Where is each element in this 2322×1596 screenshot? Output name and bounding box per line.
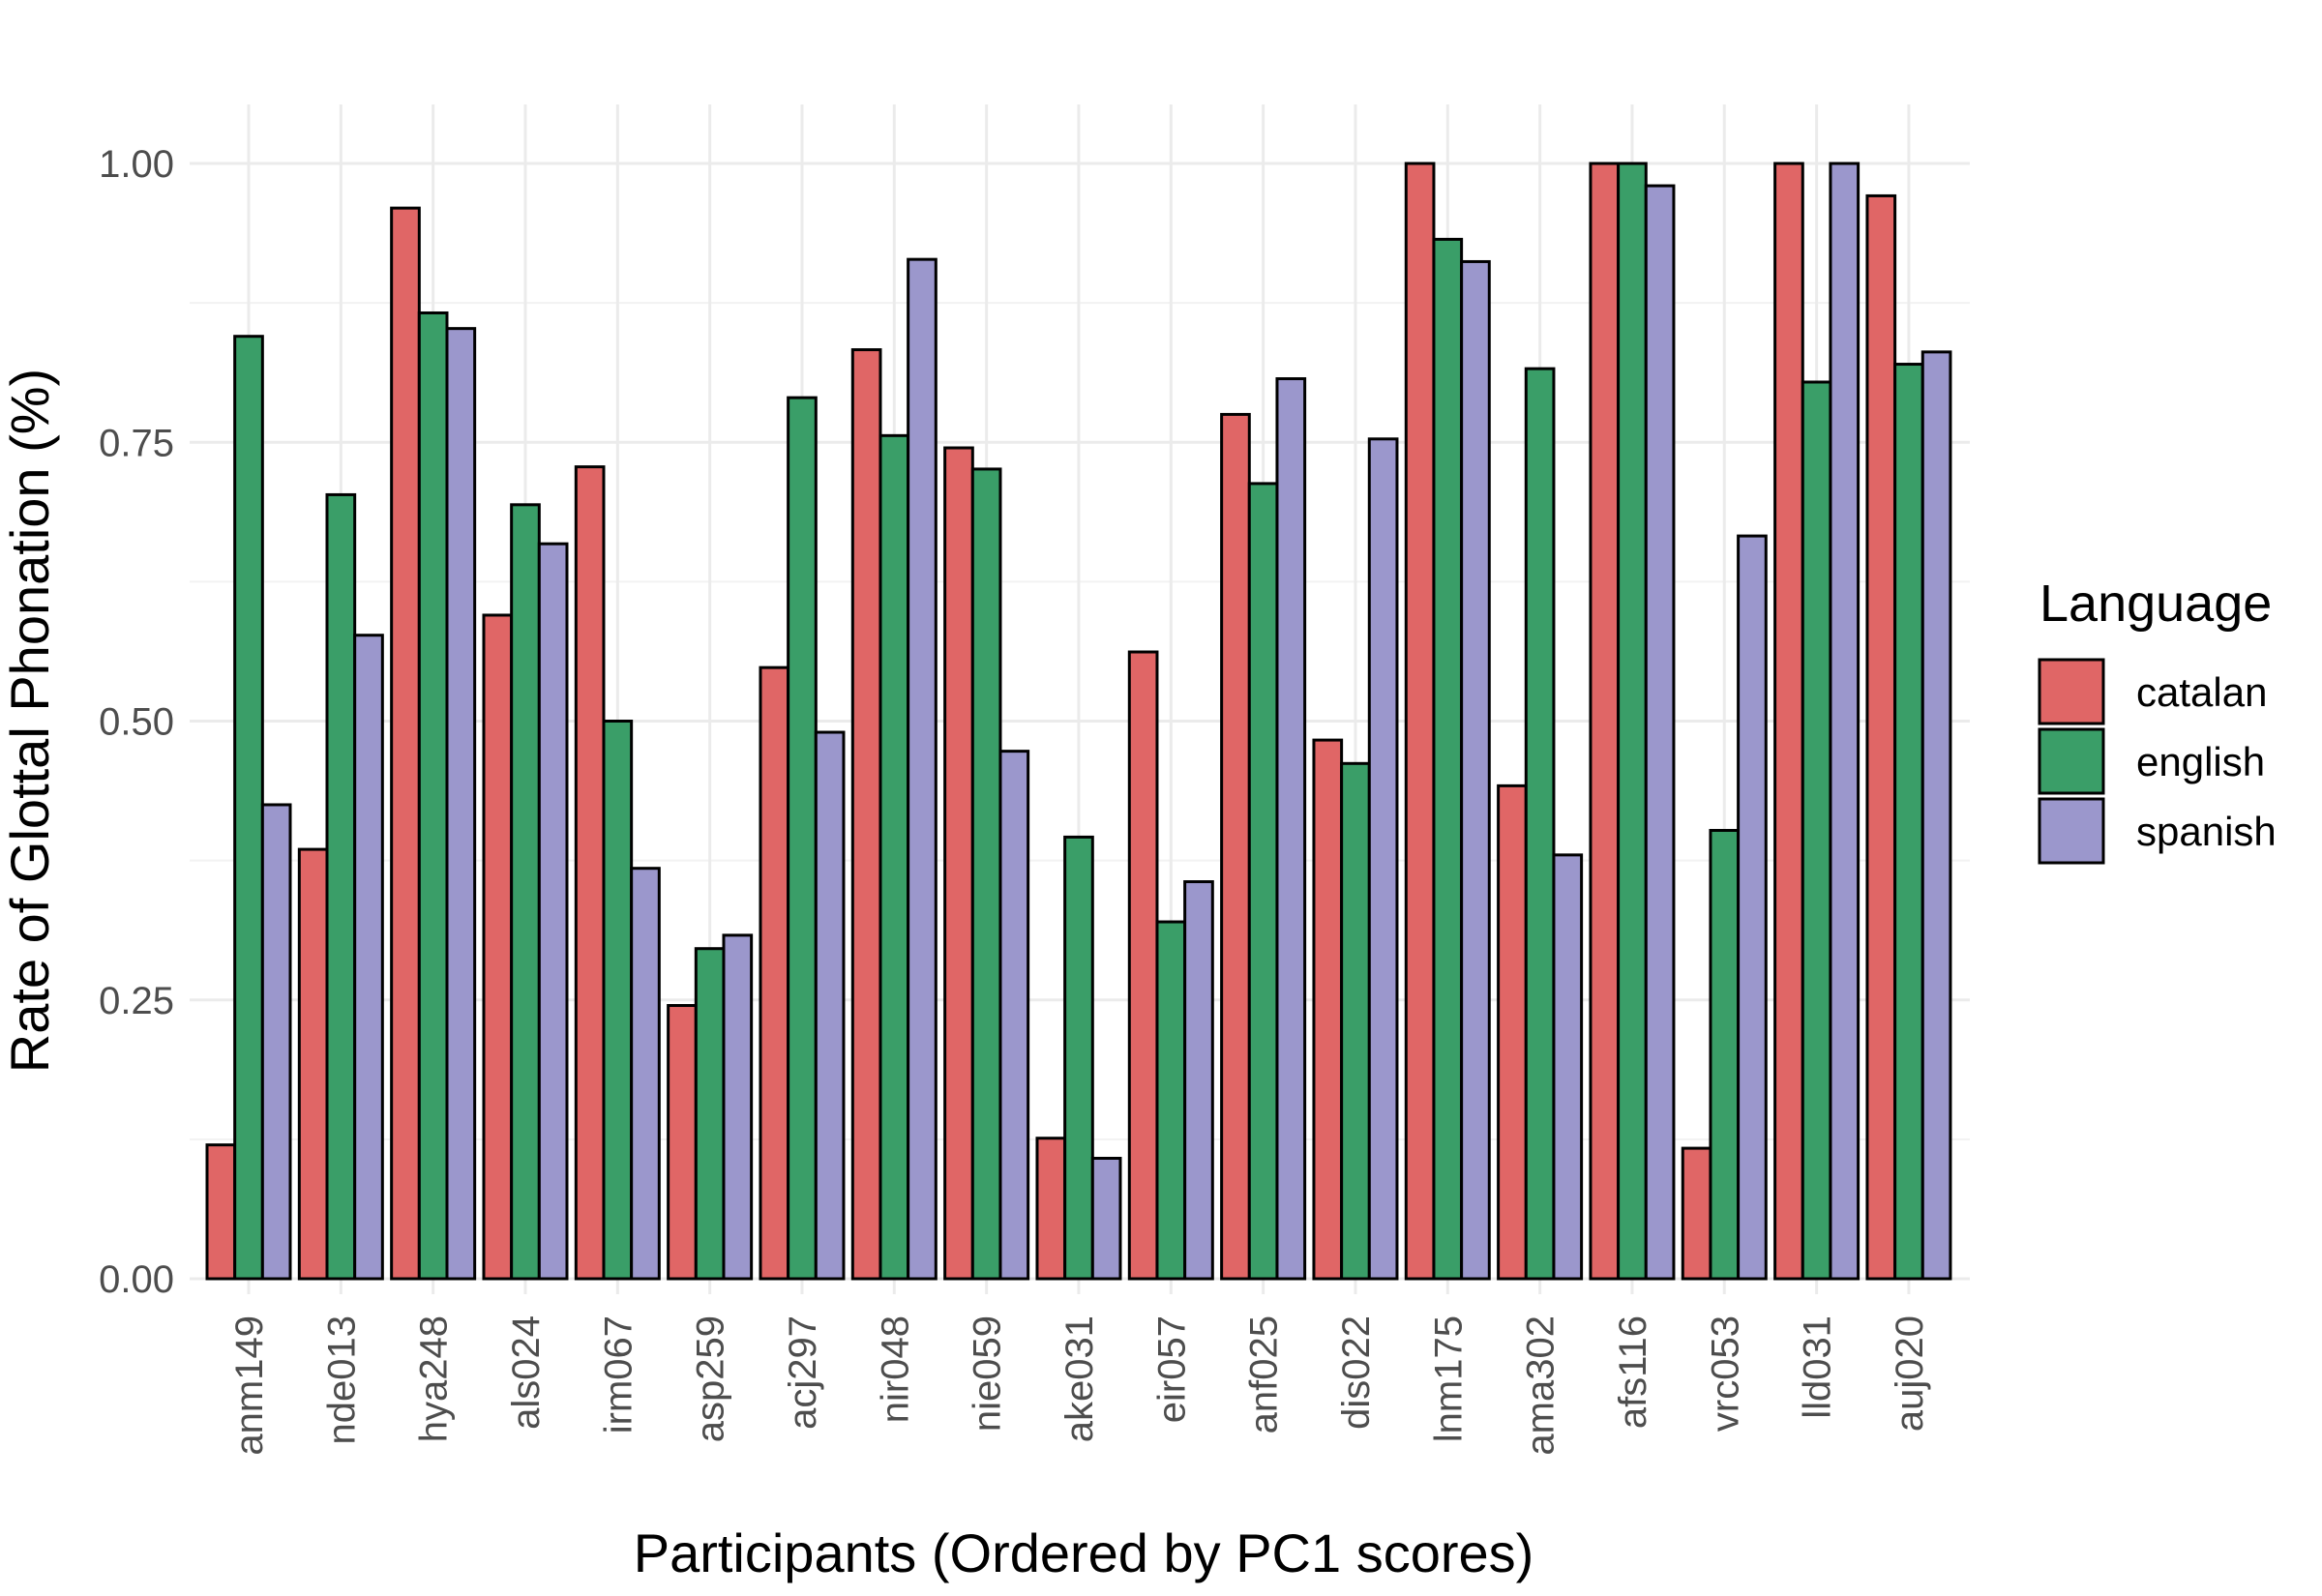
x-tick-label: lnm175: [1427, 1315, 1470, 1442]
bar-catalan-irm067: [574, 465, 606, 1281]
legend-label-english: english: [2136, 739, 2265, 784]
x-tick-label: nir048: [874, 1315, 916, 1423]
bar-english-vrc053: [1709, 828, 1741, 1281]
legend-label-catalan: catalan: [2136, 669, 2267, 715]
bar-spanish-eir057: [1183, 880, 1214, 1281]
bar-english-eir057: [1155, 920, 1187, 1281]
x-axis-title: Participants (Ordered by PC1 scores): [634, 1522, 1534, 1583]
bar-spanish-als024: [537, 542, 569, 1281]
legend-key-spanish: [2038, 797, 2105, 865]
bar-catalan-ake031: [1035, 1137, 1067, 1281]
x-axis-ticks: anm149 nde013 hya248 als024 irm067 asp259 acj2…: [228, 1315, 1931, 1456]
x-tick-label: nie059: [967, 1315, 1009, 1432]
y-axis-title: Rate of Glottal Phonation (%): [0, 369, 60, 1073]
bars: [205, 162, 1952, 1281]
y-axis-ticks: 0.00 0.25 0.50 0.75 1.00: [99, 143, 174, 1301]
bar-english-nde013: [325, 492, 357, 1281]
x-tick-label: auj020: [1889, 1315, 1931, 1432]
bar-spanish-irm067: [630, 867, 661, 1281]
bar-catalan-acj297: [759, 665, 790, 1281]
bar-catalan-asp259: [667, 1004, 698, 1281]
bar-spanish-ake031: [1090, 1156, 1122, 1281]
bar-catalan-anm149: [205, 1143, 237, 1281]
bar-spanish-auj020: [1920, 350, 1952, 1281]
x-tick-label: ake031: [1058, 1315, 1101, 1442]
legend-key-catalan: [2038, 658, 2105, 725]
y-tick-label: 0.75: [99, 422, 174, 464]
x-tick-label: hya248: [413, 1315, 456, 1442]
bar-spanish-vrc053: [1737, 534, 1768, 1281]
y-tick-label: 0.25: [99, 980, 174, 1022]
bar-catalan-auj020: [1865, 193, 1897, 1281]
bar-catalan-afs116: [1589, 162, 1621, 1281]
bar-spanish-afs116: [1644, 184, 1676, 1281]
x-tick-label: ama302: [1520, 1315, 1563, 1456]
x-tick-label: eir057: [1150, 1315, 1193, 1423]
bar-catalan-lld031: [1773, 162, 1804, 1281]
x-tick-label: anm149: [228, 1315, 271, 1456]
x-tick-label: dis022: [1335, 1315, 1378, 1430]
bar-english-nie059: [970, 467, 1002, 1281]
bar-catalan-nde013: [297, 847, 329, 1281]
bar-english-afs116: [1617, 162, 1648, 1281]
y-tick-label: 0.00: [99, 1258, 174, 1301]
x-tick-label: vrc053: [1704, 1315, 1746, 1432]
legend: Language catalan english spanish: [2038, 575, 2277, 865]
bar-catalan-hya248: [390, 206, 421, 1281]
bar-spanish-anf025: [1275, 377, 1307, 1281]
bar-english-lld031: [1801, 380, 1832, 1281]
x-tick-label: acj297: [782, 1315, 824, 1430]
bar-spanish-acj297: [814, 730, 846, 1281]
bar-catalan-ama302: [1497, 783, 1528, 1281]
legend-key-english: [2038, 727, 2105, 795]
bar-spanish-nde013: [353, 634, 384, 1281]
y-tick-label: 1.00: [99, 143, 174, 186]
y-tick-label: 0.50: [99, 701, 174, 744]
bar-spanish-nir048: [907, 257, 938, 1281]
bar-spanish-hya248: [445, 327, 477, 1281]
bar-catalan-lnm175: [1404, 162, 1436, 1281]
bar-english-ake031: [1063, 835, 1094, 1281]
bar-english-anf025: [1247, 482, 1279, 1281]
bar-catalan-anf025: [1220, 412, 1251, 1281]
bar-catalan-dis022: [1312, 738, 1344, 1281]
x-tick-label: irm067: [597, 1315, 640, 1433]
bar-catalan-vrc053: [1681, 1146, 1712, 1281]
bar-spanish-nie059: [998, 750, 1030, 1281]
bar-english-dis022: [1340, 761, 1371, 1281]
bar-english-nir048: [878, 433, 910, 1281]
x-tick-label: anf025: [1243, 1315, 1286, 1433]
bar-english-ama302: [1524, 367, 1556, 1281]
legend-label-spanish: spanish: [2136, 809, 2277, 854]
bar-catalan-nir048: [850, 348, 882, 1281]
bar-english-asp259: [694, 947, 726, 1281]
bar-spanish-ama302: [1552, 853, 1584, 1281]
x-tick-label: nde013: [320, 1315, 363, 1444]
bar-spanish-dis022: [1367, 437, 1399, 1281]
x-tick-label: asp259: [690, 1315, 732, 1442]
bar-spanish-asp259: [722, 933, 754, 1281]
bar-english-als024: [510, 503, 541, 1281]
bar-english-acj297: [787, 396, 818, 1281]
bar-spanish-anm149: [260, 803, 292, 1281]
bar-catalan-nie059: [943, 446, 974, 1281]
x-tick-label: lld031: [1797, 1315, 1839, 1419]
bar-english-hya248: [417, 311, 449, 1281]
x-tick-label: afs116: [1612, 1315, 1654, 1429]
bar-spanish-lnm175: [1460, 259, 1491, 1281]
bar-english-irm067: [602, 720, 634, 1281]
bar-catalan-eir057: [1127, 650, 1159, 1281]
bar-english-lnm175: [1432, 237, 1464, 1281]
bar-spanish-lld031: [1829, 162, 1861, 1281]
bar-english-auj020: [1893, 363, 1924, 1281]
bar-catalan-als024: [482, 613, 514, 1281]
legend-title: Language: [2039, 575, 2272, 633]
x-tick-label: als024: [505, 1315, 548, 1430]
bar-english-anm149: [233, 335, 264, 1281]
